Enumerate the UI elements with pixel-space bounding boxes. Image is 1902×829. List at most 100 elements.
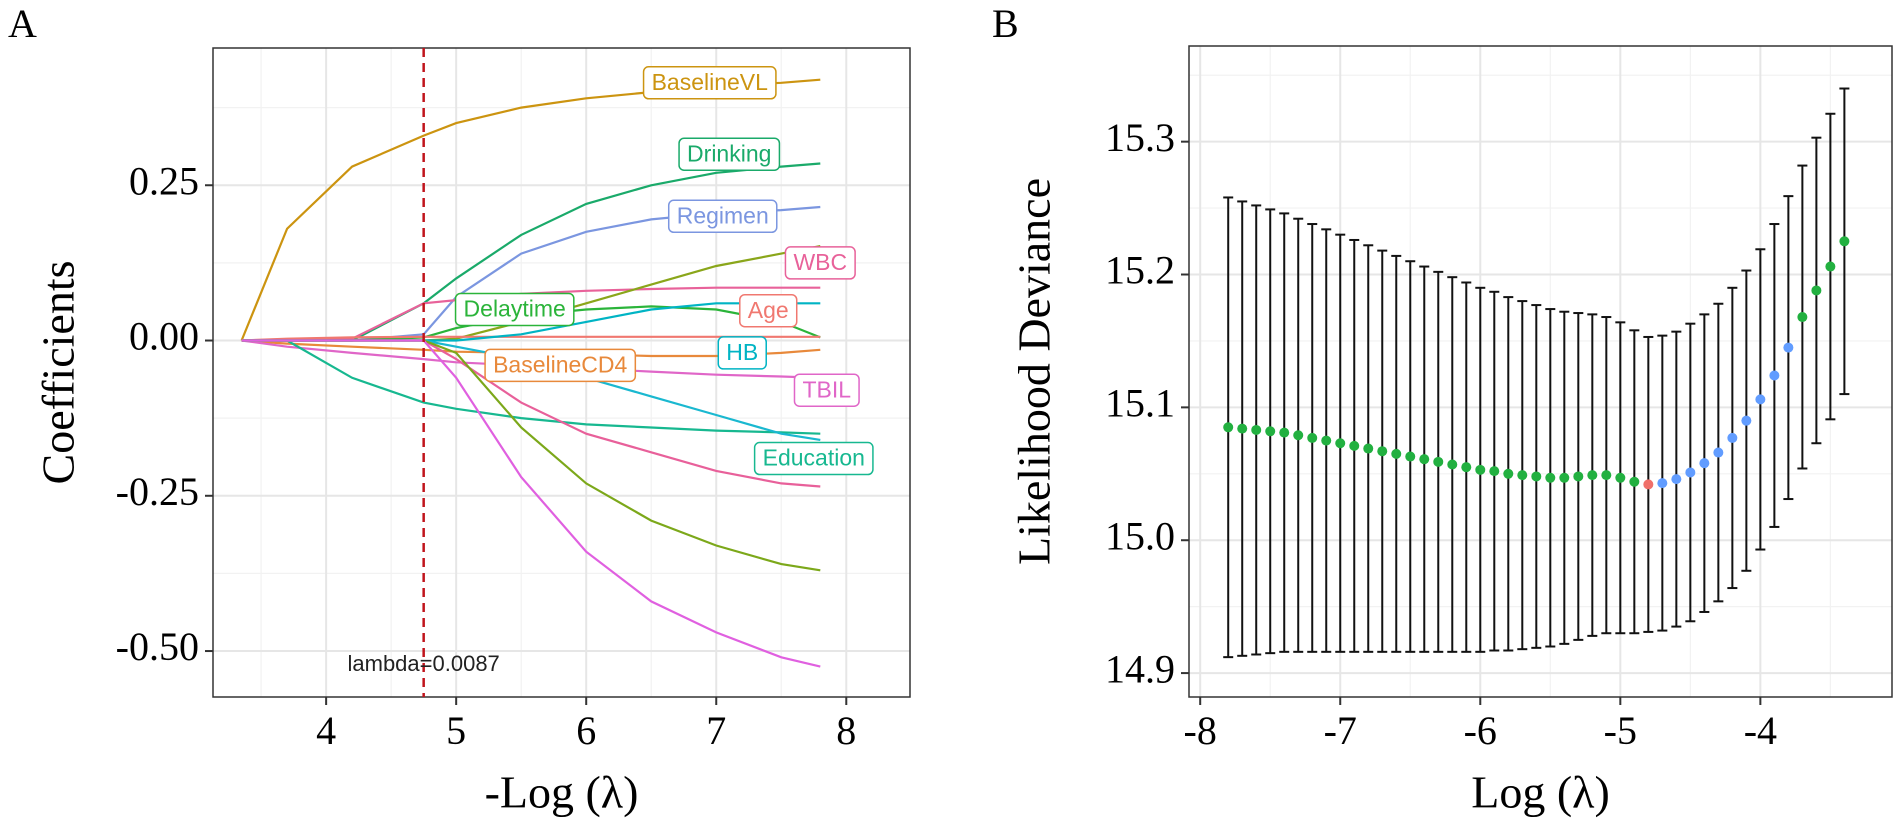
point (1461, 462, 1472, 473)
point (1531, 471, 1542, 482)
point (1307, 432, 1318, 443)
point (1391, 448, 1402, 459)
series-label: BaselineCD4 (484, 348, 637, 383)
label-box (678, 137, 781, 171)
point (1559, 472, 1570, 483)
label-text: BaselineCD4 (493, 351, 627, 377)
series-label: Drinking (678, 137, 781, 171)
point (1279, 427, 1290, 438)
point (1321, 435, 1332, 446)
point (1825, 261, 1836, 272)
series-label: HB (717, 336, 767, 370)
point (1349, 440, 1360, 451)
label-text: WBC (793, 249, 847, 275)
x-tick-label: -7 (1324, 708, 1357, 753)
panel-letter: B (992, 1, 1019, 46)
point (1783, 342, 1794, 353)
label-box (717, 336, 767, 370)
x-tick-label: -4 (1744, 708, 1777, 753)
point (1769, 370, 1780, 381)
point (1811, 285, 1822, 296)
label-text: Regimen (677, 202, 769, 228)
series-label: Delaytime (454, 292, 575, 327)
point (1629, 476, 1640, 487)
point (1685, 467, 1696, 478)
y-tick-label: 15.2 (1105, 248, 1175, 293)
point (1713, 447, 1724, 458)
point (1517, 470, 1528, 481)
point (1615, 472, 1626, 483)
series-label: BaselineVL (642, 66, 777, 100)
point (1237, 423, 1248, 434)
point (1489, 466, 1500, 477)
label-box (739, 293, 798, 328)
lambda-label: lambda=0.0087 (348, 651, 500, 676)
y-tick-label: 0.25 (129, 158, 199, 203)
x-tick-label: 5 (446, 708, 466, 753)
point (1503, 468, 1514, 479)
point (1741, 415, 1752, 426)
label-text: TBIL (802, 376, 851, 402)
y-axis-title: Coefficients (33, 261, 84, 485)
y-axis-title: Likelihood Deviance (1009, 178, 1060, 565)
point (1433, 456, 1444, 467)
x-tick-label: 6 (576, 708, 596, 753)
point (1377, 446, 1388, 457)
plot-border (1188, 45, 1893, 698)
y-tick-label: 15.1 (1105, 381, 1175, 426)
point (1755, 394, 1766, 405)
label-text: Education (763, 445, 865, 471)
series-label: WBC (784, 246, 856, 280)
x-axis-title: Log (λ) (1471, 767, 1610, 818)
panel-letter: A (8, 1, 37, 46)
point (1699, 458, 1710, 469)
point (1223, 422, 1234, 433)
x-tick-label: 7 (706, 708, 726, 753)
point (1335, 438, 1346, 449)
label-box (667, 199, 778, 234)
x-tick-label: 4 (316, 708, 336, 753)
point (1727, 432, 1738, 443)
label-text: Delaytime (464, 296, 566, 322)
series-label: Regimen (667, 199, 778, 234)
point (1447, 459, 1458, 470)
y-tick-label: 15.3 (1105, 115, 1175, 160)
point (1601, 470, 1612, 481)
x-tick-label: 8 (836, 708, 856, 753)
label-text: Drinking (687, 140, 771, 166)
point (1419, 454, 1430, 465)
label-box (484, 348, 637, 383)
coef-line (241, 339, 821, 435)
point (1573, 471, 1584, 482)
point (1251, 424, 1262, 435)
point (1293, 430, 1304, 441)
plot-border (212, 47, 911, 698)
label-text: Age (748, 297, 789, 323)
coef-line (241, 339, 821, 668)
label-box (793, 373, 860, 407)
point (1265, 426, 1276, 437)
point (1657, 478, 1668, 489)
label-box (753, 441, 874, 476)
point (1405, 451, 1416, 462)
y-tick-label: -0.25 (116, 469, 199, 514)
point (1797, 312, 1808, 323)
point (1475, 464, 1486, 475)
point (1545, 472, 1556, 483)
label-text: HB (726, 339, 758, 365)
series-label: TBIL (793, 373, 860, 407)
point (1587, 470, 1598, 481)
y-tick-label: 15.0 (1105, 513, 1175, 558)
label-text: BaselineVL (652, 69, 769, 95)
point (1643, 479, 1654, 490)
point (1671, 474, 1682, 485)
y-tick-label: -0.50 (116, 624, 199, 669)
label-box (784, 246, 856, 280)
x-tick-label: -6 (1464, 708, 1497, 753)
series-label: Age (739, 293, 798, 328)
label-box (454, 292, 575, 327)
x-axis-title: -Log (λ) (485, 767, 639, 818)
point (1363, 443, 1374, 454)
